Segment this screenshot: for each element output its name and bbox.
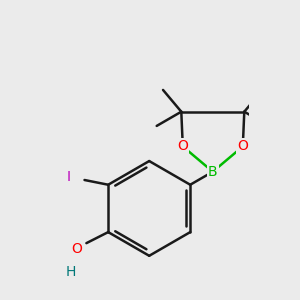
Text: O: O <box>177 140 188 153</box>
Text: O: O <box>71 242 82 256</box>
Text: B: B <box>208 165 218 179</box>
Text: I: I <box>67 170 71 184</box>
Text: O: O <box>237 140 248 153</box>
Text: H: H <box>65 265 76 279</box>
